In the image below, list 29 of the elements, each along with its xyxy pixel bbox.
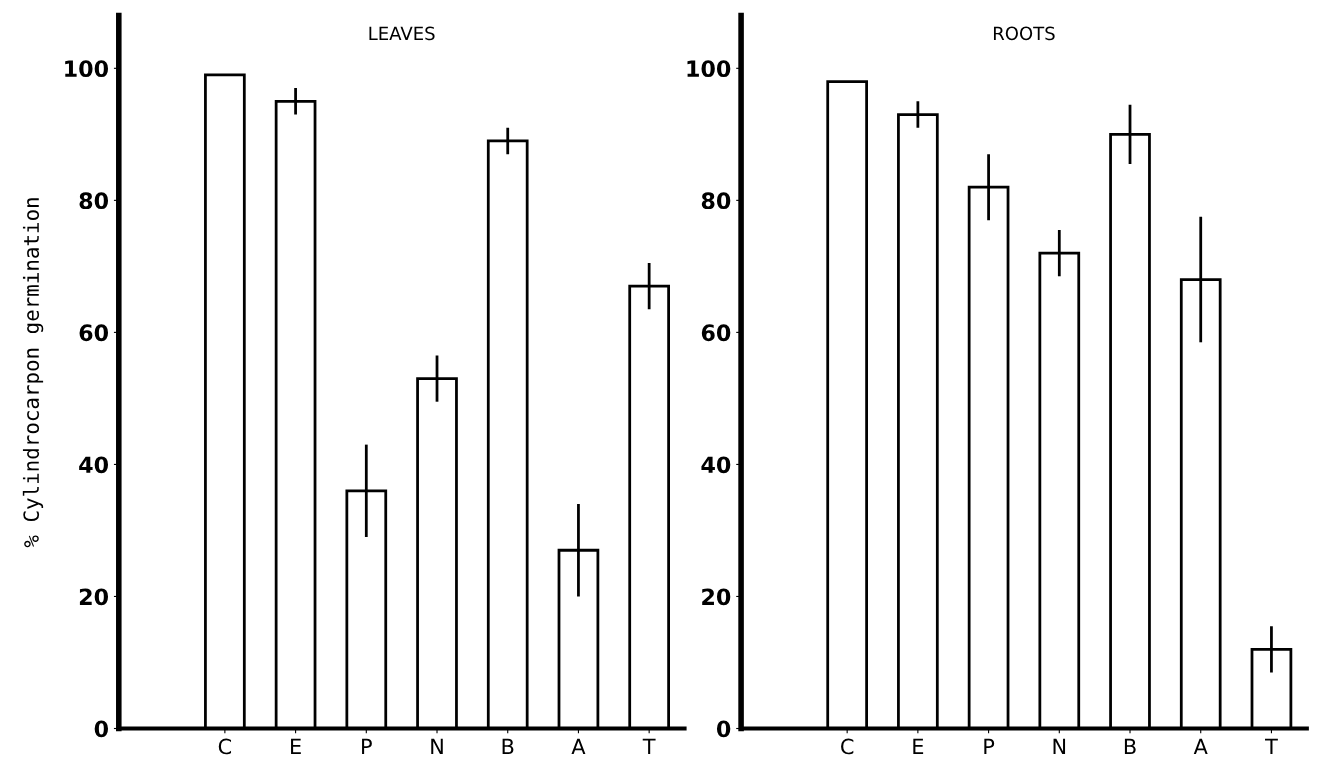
x-tick-label: A	[1193, 738, 1208, 755]
y-tick-label: 40	[701, 456, 731, 474]
y-tick-label: 0	[94, 720, 109, 738]
x-tick-label: E	[291, 738, 301, 755]
y-tick-label: 60	[701, 324, 731, 342]
y-tick-label: 20	[702, 588, 731, 606]
y-axis-title: % Cylindrocarpon germination	[22, 198, 44, 548]
x-tick-label: E	[913, 738, 924, 755]
x-tick-label: C	[841, 738, 854, 755]
x-tick-label: N	[1053, 738, 1066, 755]
y-tick-label: 0	[716, 720, 731, 738]
x-tick-label: A	[571, 738, 586, 755]
y-tick-label: 40	[79, 456, 109, 474]
chart-title: ROOTS	[993, 26, 1055, 41]
x-tick-label: N	[431, 738, 443, 755]
y-tick-label: 100	[687, 60, 731, 78]
x-tick-label: B	[502, 738, 514, 755]
x-tick-label: T	[642, 738, 656, 755]
x-tick-label: P	[362, 738, 372, 755]
y-tick-label: 80	[701, 192, 731, 210]
x-tick-label: C	[218, 738, 232, 755]
x-tick-label: T	[1265, 738, 1278, 755]
x-tick-label: P	[984, 738, 995, 755]
chart-title: LEAVES	[369, 26, 435, 41]
y-tick-label: 60	[79, 324, 109, 342]
y-tick-label: 80	[79, 192, 109, 210]
y-tick-label: 100	[65, 60, 109, 78]
x-tick-label: B	[1124, 738, 1136, 755]
y-tick-label: 20	[79, 588, 109, 606]
